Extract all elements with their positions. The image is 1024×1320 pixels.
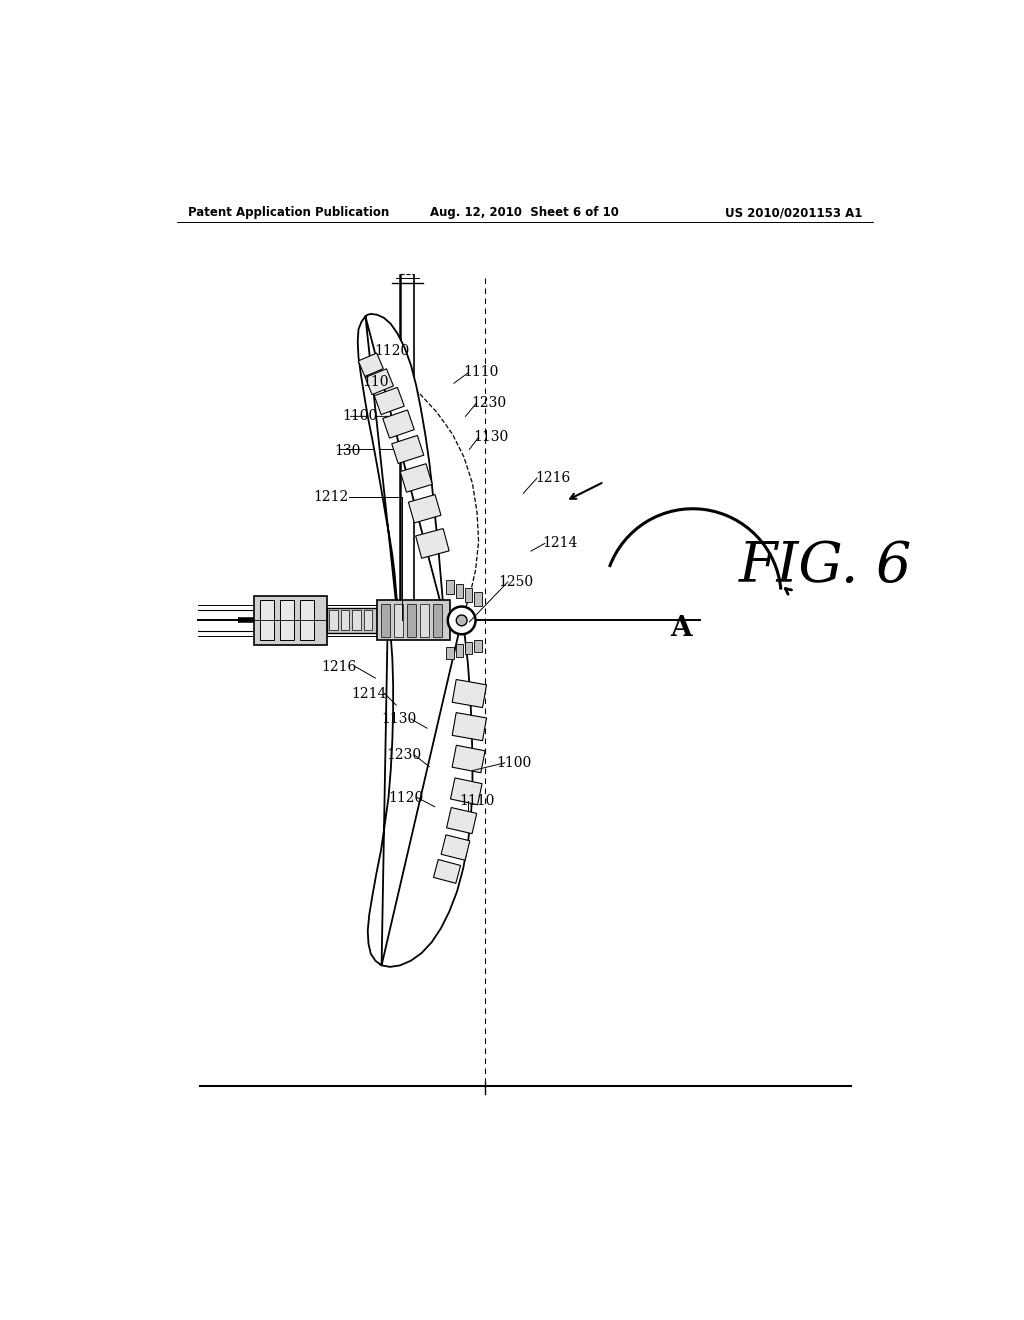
FancyBboxPatch shape [400, 463, 432, 492]
FancyBboxPatch shape [453, 680, 486, 708]
FancyBboxPatch shape [327, 609, 377, 632]
Text: 130: 130 [335, 444, 360, 458]
FancyBboxPatch shape [474, 640, 481, 652]
FancyBboxPatch shape [420, 605, 429, 636]
FancyBboxPatch shape [456, 644, 463, 656]
FancyBboxPatch shape [446, 647, 454, 659]
Text: 1130: 1130 [381, 711, 416, 726]
Text: Patent Application Publication: Patent Application Publication [188, 206, 389, 219]
FancyBboxPatch shape [433, 859, 461, 883]
Text: FIG. 6: FIG. 6 [739, 539, 912, 594]
Text: US 2010/0201153 A1: US 2010/0201153 A1 [725, 206, 862, 219]
FancyBboxPatch shape [366, 368, 393, 395]
FancyBboxPatch shape [300, 601, 313, 640]
FancyBboxPatch shape [465, 642, 472, 655]
Text: 1216: 1216 [321, 660, 356, 673]
Circle shape [457, 615, 467, 626]
Text: 1214: 1214 [543, 536, 578, 550]
Text: 1130: 1130 [473, 430, 509, 444]
FancyBboxPatch shape [392, 436, 424, 463]
Text: A: A [671, 615, 692, 642]
FancyBboxPatch shape [381, 605, 390, 636]
FancyBboxPatch shape [453, 746, 485, 772]
FancyBboxPatch shape [465, 589, 472, 602]
FancyBboxPatch shape [364, 610, 373, 631]
Text: 1250: 1250 [498, 576, 534, 589]
FancyBboxPatch shape [433, 605, 442, 636]
Text: 1216: 1216 [535, 471, 570, 484]
FancyBboxPatch shape [383, 411, 415, 438]
FancyBboxPatch shape [453, 713, 486, 741]
FancyBboxPatch shape [441, 834, 470, 861]
FancyBboxPatch shape [341, 610, 349, 631]
Text: 1110: 1110 [463, 366, 499, 379]
Text: Aug. 12, 2010  Sheet 6 of 10: Aug. 12, 2010 Sheet 6 of 10 [430, 206, 620, 219]
Text: 1120: 1120 [375, 345, 410, 358]
Polygon shape [357, 314, 444, 619]
FancyBboxPatch shape [377, 601, 451, 640]
FancyBboxPatch shape [409, 495, 441, 523]
Text: 1100: 1100 [342, 409, 378, 424]
FancyBboxPatch shape [394, 605, 403, 636]
FancyBboxPatch shape [407, 605, 416, 636]
Text: 1110: 1110 [460, 795, 495, 808]
FancyBboxPatch shape [254, 595, 327, 645]
Text: 1100: 1100 [497, 756, 531, 770]
Polygon shape [368, 620, 472, 966]
FancyBboxPatch shape [474, 591, 481, 606]
FancyBboxPatch shape [330, 610, 338, 631]
FancyBboxPatch shape [260, 601, 273, 640]
Circle shape [447, 607, 475, 635]
Text: 1120: 1120 [388, 791, 424, 804]
FancyBboxPatch shape [456, 585, 463, 598]
Text: 1230: 1230 [471, 396, 506, 411]
FancyBboxPatch shape [358, 352, 383, 376]
FancyBboxPatch shape [446, 581, 454, 594]
Text: 1212: 1212 [313, 490, 348, 504]
Text: 1230: 1230 [386, 748, 422, 762]
FancyBboxPatch shape [446, 808, 477, 834]
Text: 110: 110 [362, 375, 389, 388]
FancyBboxPatch shape [416, 528, 450, 558]
FancyBboxPatch shape [375, 387, 404, 414]
FancyBboxPatch shape [280, 601, 294, 640]
FancyBboxPatch shape [352, 610, 360, 631]
FancyBboxPatch shape [451, 777, 482, 805]
Text: 1214: 1214 [351, 686, 387, 701]
